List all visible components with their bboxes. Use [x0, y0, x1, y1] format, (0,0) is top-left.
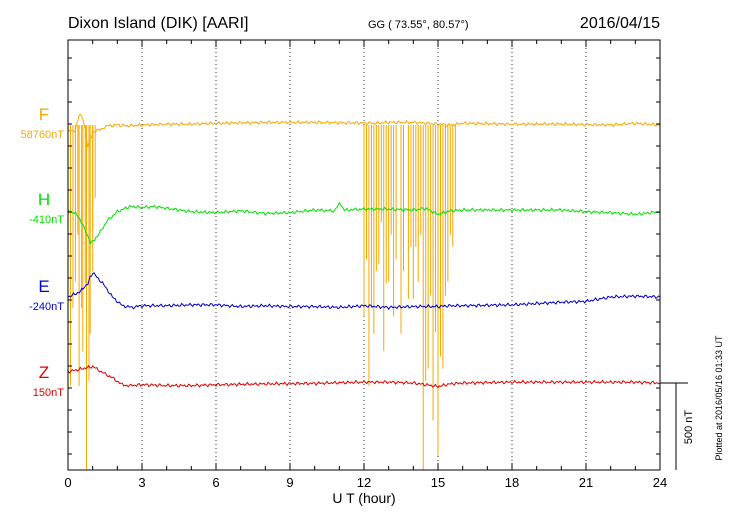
series-F-baseline: 58760nT [21, 129, 65, 141]
x-axis-label: U T (hour) [332, 490, 395, 506]
plotted-timestamp: Plotted at 2016/05/16 01:33 UT [714, 335, 724, 461]
label-layer: F 58760nT H -410nT E -240nT Z 150nT [21, 105, 65, 399]
x-tick-label: 15 [431, 475, 445, 490]
series-H-name: H [38, 190, 50, 209]
series-F-name: F [39, 105, 49, 124]
x-tick-label: 0 [64, 475, 71, 490]
series-H-line [67, 201, 661, 245]
x-tick-label: 9 [286, 475, 293, 490]
series-E-name: E [38, 277, 49, 296]
x-tick-label: 6 [212, 475, 219, 490]
scale-bar: 500 nT [660, 382, 695, 470]
x-tick-label: 21 [579, 475, 593, 490]
series-E-line [67, 272, 661, 311]
chart-title: Dixon Island (DIK) [AARI] [68, 15, 249, 32]
series-F-line [67, 113, 661, 148]
x-tick-label: 12 [357, 475, 371, 490]
axis-layer: 0 3 6 9 12 15 18 21 24 [64, 39, 667, 490]
chart-date: 2016/04/15 [580, 15, 660, 32]
series-Z-baseline: 150nT [33, 387, 64, 399]
station-coordinates: GG ( 73.55°, 80.57°) [368, 19, 469, 31]
x-tick-label: 3 [138, 475, 145, 490]
scale-bar-label: 500 nT [683, 410, 695, 445]
x-tick-label: 24 [653, 475, 667, 490]
series-H-baseline: -410nT [29, 214, 64, 226]
series-Z-line [67, 364, 661, 389]
series-E-baseline: -240nT [29, 301, 64, 313]
x-tick-label: 18 [505, 475, 519, 490]
series-layer [67, 113, 661, 470]
series-Z-name: Z [39, 363, 49, 382]
